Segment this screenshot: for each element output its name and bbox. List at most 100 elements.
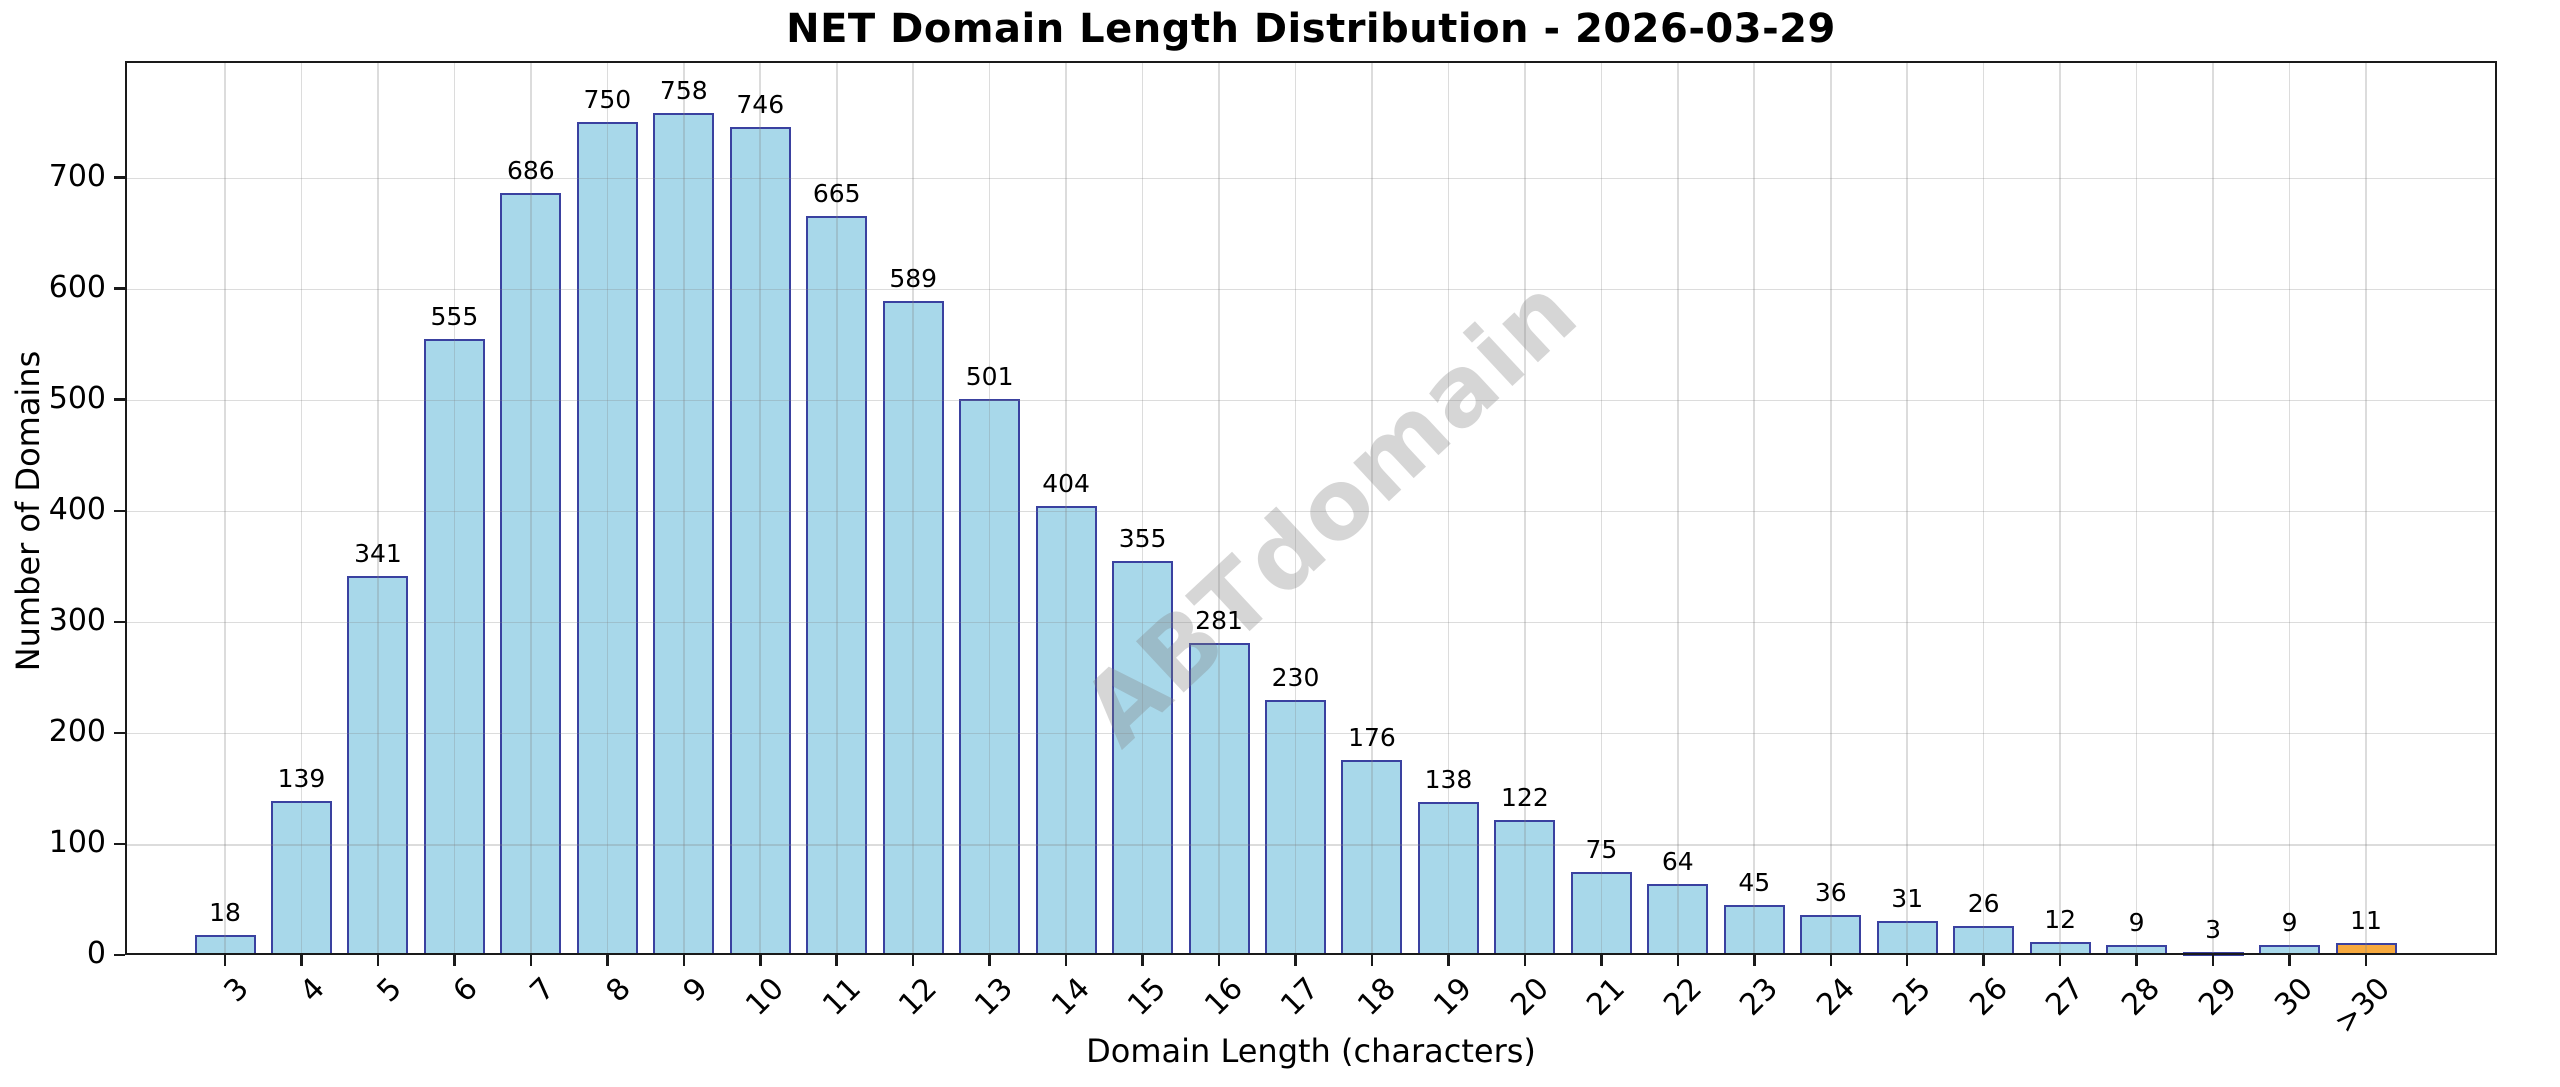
v-gridline [2135,61,2138,955]
y-tick-mark [114,176,125,179]
chart-title: NET Domain Length Distribution - 2026-03… [786,6,1836,52]
bar-value-label: 501 [965,361,1014,391]
x-tick-mark [1064,955,1068,966]
bar-value-label: 230 [1271,662,1320,692]
bar [882,300,944,955]
bar-value-label: 665 [812,179,861,209]
x-tick-mark [1141,955,1144,966]
x-tick-mark [1217,955,1221,966]
bar-value-label: 404 [1042,469,1090,499]
bar-value-label: 138 [1424,764,1473,794]
x-tick-label: 23 [1733,971,1786,1023]
x-tick-mark [1294,955,1297,966]
x-tick-mark [1523,955,1527,966]
bar-value-label: 758 [659,76,708,106]
x-tick-label: 12 [892,971,944,1023]
x-tick-label: 24 [1809,971,1862,1023]
x-tick-mark [1982,955,1985,966]
bar-value-label: 589 [889,263,938,293]
y-tick-label: 700 [48,158,106,194]
v-gridline [1218,61,1220,955]
x-axis-title: Domain Length (characters) [1086,1032,1536,1070]
v-gridline [682,61,685,955]
bar [1800,915,1862,955]
bar-value-label: 176 [1348,722,1396,752]
y-tick-mark [114,842,125,846]
x-tick-mark [911,955,915,966]
bar [653,113,715,955]
y-tick-mark [114,953,125,957]
v-gridline [1982,61,1985,955]
x-tick-mark [1829,955,1832,966]
h-gridline [125,510,2497,513]
bar-value-label: 36 [1814,878,1847,908]
x-tick-mark [2135,955,2138,966]
v-gridline [1677,61,1679,955]
bar [1876,920,1938,955]
x-tick-mark [223,955,227,966]
x-tick-label: 17 [1274,971,1327,1023]
x-tick-label: 8 [599,971,639,1010]
x-tick-mark [1676,955,1680,966]
x-tick-label: 28 [2115,971,2168,1023]
h-gridline [125,399,2497,402]
bar [1112,560,1174,955]
x-tick-label: 6 [446,971,486,1010]
x-tick-label: 3 [217,971,256,1010]
y-tick-label: 300 [48,602,106,638]
x-tick-mark [453,955,456,966]
h-gridline [125,177,2497,180]
y-tick-label: 500 [48,380,106,416]
x-tick-label: 13 [968,971,1021,1023]
bar [1188,642,1250,955]
x-tick-label: 18 [1350,971,1403,1023]
y-tick-mark [114,398,125,401]
x-tick-label: 25 [1886,971,1938,1023]
bar [1417,801,1479,955]
x-tick-label: >30 [2327,971,2397,1041]
bar [1647,883,1709,955]
bar-value-label: 355 [1118,523,1167,553]
x-tick-label: 15 [1121,971,1174,1023]
bar-value-label: 9 [2128,908,2145,937]
bar [270,800,332,955]
x-tick-mark [835,955,838,966]
bar-value-label: 139 [277,763,326,793]
bar-value-label: 555 [430,301,479,331]
v-gridline [1294,61,1297,955]
x-tick-mark [2058,955,2062,966]
x-tick-label: 7 [523,971,562,1010]
x-tick-mark [606,955,609,966]
x-tick-mark [1370,955,1374,966]
bar [806,216,868,955]
v-gridline [606,61,609,955]
v-gridline [835,61,838,955]
x-tick-mark [1753,955,1756,966]
v-gridline [2288,61,2291,955]
x-tick-label: 5 [370,971,409,1010]
x-tick-label: 20 [1503,971,1556,1023]
bar-value-label: 686 [506,156,555,186]
x-tick-mark [1905,955,1909,966]
bar-value-label: 18 [209,898,241,927]
y-tick-mark [114,509,125,513]
bar [423,338,485,955]
bar-value-label: 3 [2205,914,2222,944]
x-tick-mark [376,955,380,966]
h-gridline [125,732,2497,735]
bar [1035,506,1097,955]
x-tick-label: 27 [2039,971,2091,1023]
v-gridline [1447,61,1450,955]
x-tick-mark [988,955,991,966]
v-gridline [1065,61,1067,955]
x-tick-mark [2364,955,2368,966]
x-tick-mark [1600,955,1603,966]
bar-value-label: 122 [1501,782,1549,812]
bar-value-label: 45 [1738,868,1771,898]
x-tick-mark [529,955,533,966]
y-tick-label: 400 [48,491,106,527]
bar-value-label: 11 [2350,905,2382,935]
